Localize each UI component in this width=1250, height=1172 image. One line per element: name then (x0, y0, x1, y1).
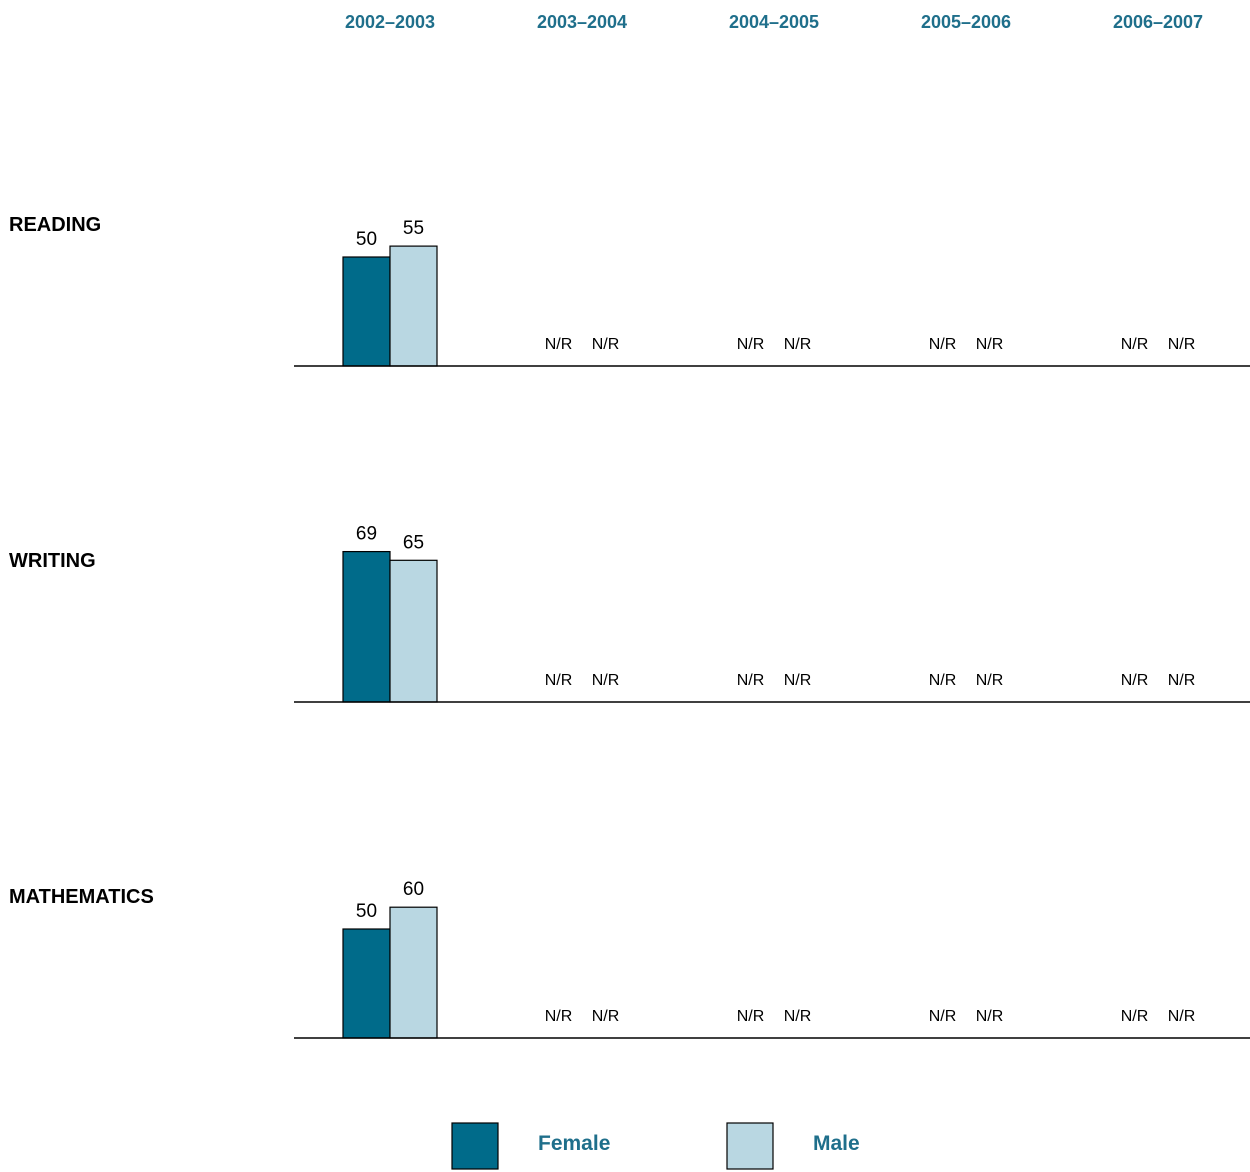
male-bar (389, 245, 438, 367)
na-label: N/R (1121, 336, 1149, 353)
na-label: N/R (1168, 336, 1196, 353)
na-label: N/R (929, 1008, 957, 1025)
legend-label-female: Female (538, 1132, 610, 1155)
female-bar (342, 550, 391, 703)
na-label: N/R (976, 1008, 1004, 1025)
na-label: N/R (737, 1008, 765, 1025)
year-header: 2003–2004 (537, 12, 627, 32)
na-label: N/R (592, 672, 620, 689)
na-label: N/R (592, 336, 620, 353)
legend-swatch-male (726, 1122, 774, 1170)
male-bar (389, 559, 438, 703)
na-label: N/R (737, 672, 765, 689)
na-label: N/R (929, 672, 957, 689)
year-header: 2005–2006 (921, 12, 1011, 32)
year-header: 2002–2003 (345, 12, 435, 32)
na-label: N/R (1121, 672, 1149, 689)
data-label: 50 (356, 901, 377, 922)
data-label: 69 (356, 524, 377, 545)
subject-label: MATHEMATICS (9, 886, 154, 908)
na-label: N/R (545, 672, 573, 689)
na-label: N/R (976, 336, 1004, 353)
data-label: 55 (403, 218, 424, 239)
legend-swatch-female (451, 1122, 499, 1170)
na-label: N/R (737, 336, 765, 353)
na-label: N/R (545, 1008, 573, 1025)
na-label: N/R (976, 672, 1004, 689)
na-label: N/R (784, 672, 812, 689)
male-bar (389, 906, 438, 1039)
data-label: 50 (356, 229, 377, 250)
female-bar (342, 256, 391, 367)
year-header: 2006–2007 (1113, 12, 1203, 32)
legend-label-male: Male (813, 1132, 860, 1155)
na-label: N/R (784, 1008, 812, 1025)
female-bar (342, 928, 391, 1039)
na-label: N/R (1121, 1008, 1149, 1025)
na-label: N/R (592, 1008, 620, 1025)
data-label: 65 (403, 532, 424, 553)
data-label: 60 (403, 879, 424, 900)
subject-label: READING (9, 214, 101, 236)
year-header: 2004–2005 (729, 12, 819, 32)
na-label: N/R (784, 336, 812, 353)
na-label: N/R (1168, 1008, 1196, 1025)
na-label: N/R (1168, 672, 1196, 689)
subject-label: WRITING (9, 550, 96, 572)
na-label: N/R (545, 336, 573, 353)
na-label: N/R (929, 336, 957, 353)
